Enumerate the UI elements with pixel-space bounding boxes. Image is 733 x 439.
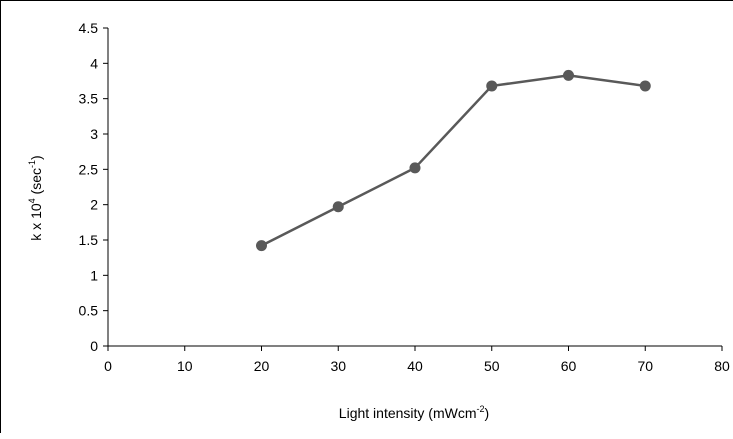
y-tick-label: 4	[90, 55, 98, 71]
x-tick-label: 40	[407, 358, 423, 374]
data-point	[256, 240, 267, 252]
x-tick-label: 80	[714, 358, 730, 374]
y-axis-label-base: k x 10	[28, 203, 44, 241]
y-tick-label: 3.5	[79, 91, 99, 107]
y-tick-label: 4.5	[79, 20, 99, 36]
x-tick-label: 0	[104, 358, 112, 374]
x-axis-label-base: Light intensity (mWcm	[339, 405, 477, 421]
y-tick-label: 3	[90, 126, 98, 142]
y-tick-label: 2.5	[79, 161, 99, 177]
x-tick-label: 60	[561, 358, 577, 374]
axes	[107, 28, 722, 347]
x-tick-label: 10	[177, 358, 193, 374]
series-line	[260, 74, 646, 247]
y-tick-label: 0	[90, 338, 98, 354]
x-tick-label: 30	[330, 358, 346, 374]
y-tick-label: 1.5	[79, 232, 99, 248]
data-point	[409, 162, 421, 174]
y-axis-label-mid: (sec	[28, 168, 44, 198]
x-tick-label: 50	[484, 358, 500, 374]
y-tick-label: 0.5	[79, 303, 99, 319]
data-point	[639, 80, 651, 92]
data-point	[332, 201, 344, 213]
data-point	[563, 69, 574, 81]
data-point	[486, 80, 498, 92]
x-axis-label-tail: )	[485, 405, 490, 421]
x-axis-label: Light intensity (mWcm-2)	[339, 404, 489, 421]
y-tick-label: 2	[90, 197, 98, 213]
x-tick-label: 20	[254, 358, 270, 374]
x-ticks: 0 10 20 30 40 50 60 70 80	[104, 346, 730, 374]
y-tick-label: 1	[90, 267, 98, 283]
y-axis-label-sup2: -1	[27, 160, 37, 168]
series-layer	[256, 69, 651, 252]
y-axis-label-sup1: 4	[27, 198, 37, 203]
x-axis-label-sup: -2	[477, 404, 485, 414]
y-axis-label-tail: )	[28, 155, 44, 160]
y-ticks: 0 0.5 1 1.5 2 2.5 3 3.5 4 4.5	[79, 20, 108, 354]
x-tick-label: 70	[637, 358, 653, 374]
y-axis-label: k x 104 (sec-1)	[27, 155, 44, 240]
